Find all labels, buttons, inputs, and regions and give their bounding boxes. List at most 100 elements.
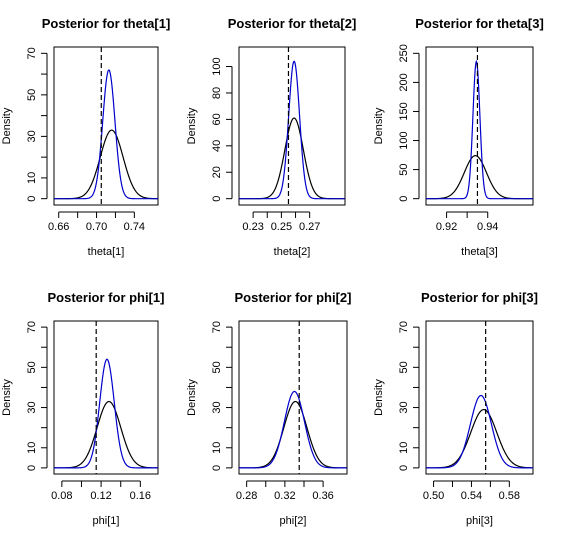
plot-frame [425, 46, 534, 206]
y-axis-label: Density [1, 107, 13, 144]
x-axis-label: phi[3] [466, 515, 493, 527]
plot-frame [425, 320, 534, 475]
x-axis-label: theta[2] [274, 246, 311, 258]
x-axis: 0.50 0.54 0.58 [423, 480, 520, 502]
panel-title: Posterior for phi[2] [234, 290, 351, 305]
y-tick-label: 50 [26, 89, 38, 101]
y-axis: 0 10 30 50 70 [211, 321, 233, 471]
density-curve-blue-curve [426, 59, 533, 200]
y-tick-label: 50 [26, 361, 38, 373]
x-axis: 0.08 0.12 0.16 [51, 480, 151, 502]
y-tick-label: 100 [211, 57, 223, 75]
density-curve-blue-curve [239, 390, 347, 469]
y-tick-label: 10 [26, 442, 38, 454]
plot-frame [238, 320, 348, 475]
density-curve-blue-curve [239, 60, 345, 200]
y-tick-label: 0 [26, 465, 38, 471]
x-tick-label: 0.70 [86, 221, 107, 233]
y-tick-label: 20 [211, 166, 223, 178]
y-tick-label: 70 [211, 321, 223, 333]
panel-1: Posterior for theta[1] 0.66 0.70 0.74 theta[… [1, 16, 170, 258]
y-tick-label: 0 [26, 196, 38, 202]
y-tick-label: 0 [398, 465, 410, 471]
panel-title: Posterior for theta[3] [415, 16, 544, 31]
x-tick-label: 0.54 [461, 490, 482, 502]
y-axis-label: Density [373, 107, 385, 144]
y-tick-label: 50 [398, 163, 410, 175]
y-tick-label: 70 [26, 47, 38, 59]
x-tick-label: 0.28 [236, 490, 257, 502]
density-curve-black-curve [426, 408, 533, 469]
x-axis-label: phi[2] [280, 515, 307, 527]
y-tick-label: 60 [211, 113, 223, 125]
plot-frame [53, 320, 159, 475]
y-axis-label: Density [186, 379, 198, 416]
panel-6: Posterior for phi[3] 0.50 0.54 0.58 phi[3] 0 1… [373, 290, 538, 527]
density-curve-black-curve [239, 400, 347, 469]
panel-title: Posterior for phi[1] [47, 290, 164, 305]
y-axis: 0 10 30 50 70 [26, 321, 48, 471]
x-axis: 0.23 0.25 0.27 [242, 211, 320, 233]
y-tick-label: 0 [398, 196, 410, 202]
y-tick-label: 30 [398, 401, 410, 413]
x-tick-label: 0.23 [242, 221, 263, 233]
y-tick-label: 50 [398, 361, 410, 373]
y-axis: 0 10 30 50 70 [26, 47, 48, 202]
y-axis-label: Density [1, 379, 13, 416]
y-tick-label: 0 [211, 465, 223, 471]
y-tick-label: 30 [26, 130, 38, 142]
panel-5: Posterior for phi[2] 0.28 0.32 0.36 phi[2] 0 1… [186, 290, 352, 527]
x-axis-label: phi[1] [93, 515, 120, 527]
x-tick-label: 0.32 [274, 490, 295, 502]
y-tick-label: 150 [398, 102, 410, 120]
y-axis: 0 10 30 50 70 [398, 321, 420, 471]
y-axis: 0 50 100 150 200 250 [398, 44, 420, 202]
x-tick-label: 0.66 [48, 221, 69, 233]
y-tick-label: 30 [211, 401, 223, 413]
x-tick-label: 0.50 [423, 490, 444, 502]
density-curve-black-curve [426, 155, 533, 200]
y-tick-label: 30 [26, 401, 38, 413]
y-axis-label: Density [373, 379, 385, 416]
x-tick-label: 0.74 [124, 221, 145, 233]
y-tick-label: 70 [26, 321, 38, 333]
x-tick-label: 0.12 [90, 490, 111, 502]
x-tick-label: 0.08 [51, 490, 72, 502]
y-tick-label: 80 [211, 87, 223, 99]
x-tick-label: 0.27 [299, 221, 320, 233]
density-curve-black-curve [54, 400, 158, 469]
x-axis-label: theta[3] [461, 246, 498, 258]
y-tick-label: 40 [211, 140, 223, 152]
y-tick-label: 10 [26, 172, 38, 184]
panel-title: Posterior for theta[2] [228, 16, 357, 31]
x-tick-label: 0.58 [499, 490, 520, 502]
y-axis-label: Density [186, 107, 198, 144]
x-tick-label: 0.92 [436, 221, 457, 233]
x-tick-label: 0.25 [271, 221, 292, 233]
y-tick-label: 250 [398, 44, 410, 62]
y-tick-label: 70 [398, 321, 410, 333]
x-axis: 0.28 0.32 0.36 [236, 480, 334, 502]
panel-title: Posterior for theta[1] [42, 16, 171, 31]
y-tick-label: 10 [398, 442, 410, 454]
y-axis: 0 20 40 60 80 100 [211, 57, 233, 202]
density-curve-blue-curve [54, 69, 158, 200]
y-tick-label: 0 [211, 196, 223, 202]
panel-2: Posterior for theta[2] 0.23 0.25 0.27 theta[… [186, 16, 356, 258]
x-tick-label: 0.36 [312, 490, 333, 502]
density-curve-black-curve [239, 117, 345, 200]
density-curve-blue-curve [54, 358, 158, 469]
y-tick-label: 200 [398, 73, 410, 91]
y-tick-label: 10 [211, 442, 223, 454]
panel-3: Posterior for theta[3] 0.92 0.94 theta[3] 0 5… [373, 16, 544, 258]
x-tick-label: 0.16 [130, 490, 151, 502]
plot-frame [53, 46, 159, 206]
panel-4: Posterior for phi[1] 0.08 0.12 0.16 phi[1] 0 1… [1, 290, 165, 527]
plot-frame [238, 46, 346, 206]
x-axis: 0.92 0.94 [436, 211, 498, 233]
x-axis-label: theta[1] [88, 246, 125, 258]
density-curve-black-curve [54, 129, 158, 200]
y-tick-label: 100 [398, 131, 410, 149]
